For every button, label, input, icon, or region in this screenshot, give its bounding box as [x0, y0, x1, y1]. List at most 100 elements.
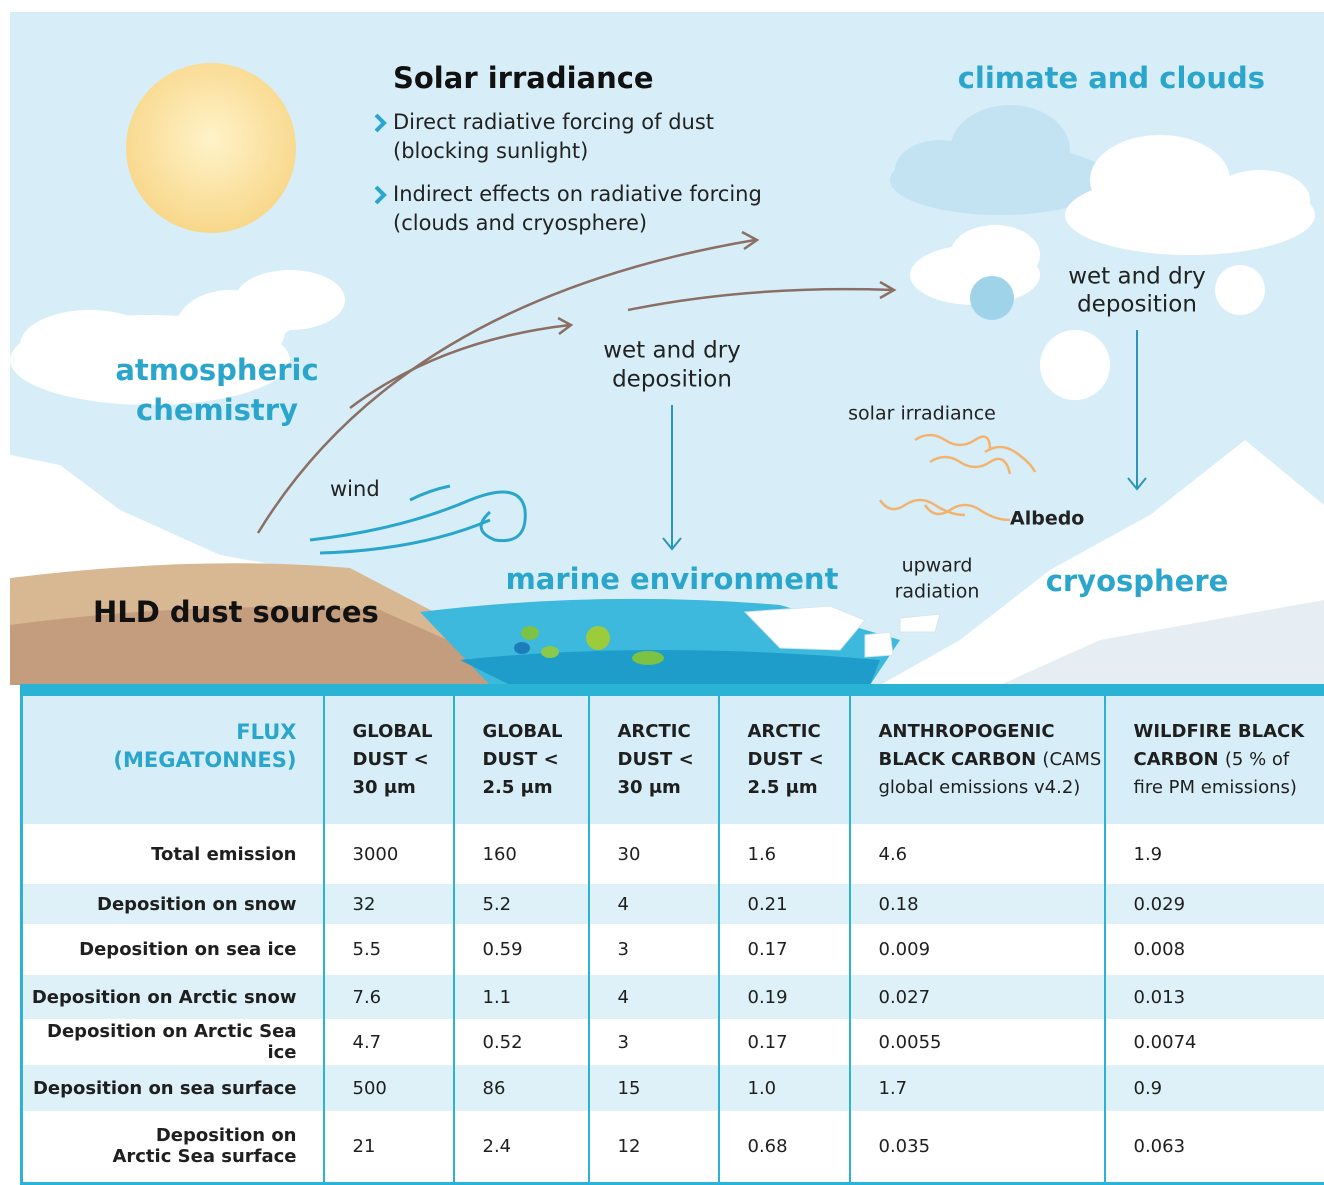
row-label-text: Deposition on sea surface	[33, 1078, 297, 1099]
row-label-text: Total emission	[151, 844, 296, 865]
value-cell: 160	[454, 824, 589, 884]
bullet-text: (clouds and cryosphere)	[393, 211, 647, 235]
value-cell: 0.035	[850, 1111, 1105, 1183]
value-cell: 0.027	[850, 975, 1105, 1019]
value-cell: 4.6	[850, 824, 1105, 884]
page: Solar irradiance Direct radiative forcin…	[0, 0, 1324, 1183]
header-cell: GLOBAL DUST < 2.5 μm	[454, 690, 589, 824]
row-label: Deposition on sea ice	[22, 924, 324, 975]
value-cell: 0.21	[719, 884, 850, 924]
solar-title: Solar irradiance	[393, 61, 654, 95]
value-cell: 1.1	[454, 975, 589, 1019]
value-cell: 3	[589, 924, 719, 975]
header-title: GLOBAL DUST < 30 μm	[353, 721, 433, 798]
flux-table: FLUX (MEGATONNES) GLOBAL DUST < 30 μm GLOBA…	[20, 684, 1324, 1185]
value-cell: 4	[589, 975, 719, 1019]
chemistry-label: atmospheric	[115, 353, 318, 387]
header-row: FLUX (MEGATONNES) GLOBAL DUST < 30 μm GLOBA…	[22, 690, 1324, 824]
upward-label: upward	[902, 555, 973, 577]
row-label-text: Deposition on Arctic Sea ice	[47, 1021, 296, 1063]
value-cell: 30	[589, 824, 719, 884]
sea-deep	[460, 650, 880, 685]
deposition-label: wet and dry	[603, 338, 741, 364]
value-cell: 3	[589, 1019, 719, 1065]
climate-label: climate and clouds	[958, 61, 1265, 95]
bullet-text: (blocking sunlight)	[393, 139, 588, 163]
row-label: Deposition on sea surface	[22, 1065, 324, 1111]
dust-label: HLD dust sources	[93, 595, 379, 629]
marine-label: marine environment	[506, 562, 839, 596]
value-cell: 5.2	[454, 884, 589, 924]
illustration: Solar irradiance Direct radiative forcin…	[0, 0, 1324, 685]
corner-cell: FLUX (MEGATONNES)	[22, 690, 324, 824]
chemistry-label: chemistry	[136, 393, 298, 427]
value-cell: 0.0055	[850, 1019, 1105, 1065]
cryosphere-label: cryosphere	[1046, 564, 1229, 598]
value-cell: 0.18	[850, 884, 1105, 924]
value-cell: 0.013	[1105, 975, 1324, 1019]
value-cell: 3000	[324, 824, 454, 884]
row-label-text: Deposition on	[156, 1125, 297, 1146]
value-cell: 2.4	[454, 1111, 589, 1183]
row-label: Deposition on snow	[22, 884, 324, 924]
value-cell: 7.6	[324, 975, 454, 1019]
value-cell: 0.17	[719, 924, 850, 975]
row-label: Total emission	[22, 824, 324, 884]
row-label: Deposition on Arctic snow	[22, 975, 324, 1019]
value-cell: 15	[589, 1065, 719, 1111]
value-cell: 4.7	[324, 1019, 454, 1065]
header-title: GLOBAL DUST < 2.5 μm	[483, 721, 563, 798]
bullet-text: Direct radiative forcing of dust	[393, 110, 714, 134]
header-title: ARCTIC DUST < 2.5 μm	[748, 721, 824, 798]
corner-text: FLUX	[236, 720, 296, 744]
value-cell: 86	[454, 1065, 589, 1111]
value-cell: 0.68	[719, 1111, 850, 1183]
row-label-text: Arctic Sea surface	[112, 1146, 296, 1167]
value-cell: 0.9	[1105, 1065, 1324, 1111]
header-cell: GLOBAL DUST < 30 μm	[324, 690, 454, 824]
header-cell: ARCTIC DUST < 2.5 μm	[719, 690, 850, 824]
deposition-label: deposition	[612, 367, 732, 393]
value-cell: 12	[589, 1111, 719, 1183]
corner-text: (MEGATONNES)	[113, 748, 296, 772]
value-cell: 0.17	[719, 1019, 850, 1065]
header-title: ANTHROPOGENIC BLACK CARBON	[879, 721, 1055, 770]
row-label-text: Deposition on Arctic snow	[32, 987, 297, 1008]
value-cell: 0.009	[850, 924, 1105, 975]
albedo-label: Albedo	[1010, 508, 1084, 530]
upward-label: radiation	[895, 581, 980, 603]
value-cell: 0.19	[719, 975, 850, 1019]
value-cell: 0.52	[454, 1019, 589, 1065]
value-cell: 0.008	[1105, 924, 1324, 975]
header-title: ARCTIC DUST < 30 μm	[618, 721, 694, 798]
deposition-label: wet and dry	[1068, 264, 1206, 290]
value-cell: 1.9	[1105, 824, 1324, 884]
value-cell: 0.029	[1105, 884, 1324, 924]
value-cell: 4	[589, 884, 719, 924]
row-label: Deposition on Arctic Sea ice	[22, 1019, 324, 1065]
value-cell: 5.5	[324, 924, 454, 975]
wind-label: wind	[330, 477, 380, 501]
row-label-text: Deposition on snow	[97, 894, 296, 915]
value-cell: 21	[324, 1111, 454, 1183]
sun	[126, 63, 296, 233]
bullet-text: Indirect effects on radiative forcing	[393, 182, 762, 206]
value-cell: 0.063	[1105, 1111, 1324, 1183]
value-cell: 1.0	[719, 1065, 850, 1111]
value-cell: 1.7	[850, 1065, 1105, 1111]
row-label-text: Deposition on sea ice	[79, 939, 296, 960]
irradiance-label: solar irradiance	[848, 403, 996, 425]
value-cell: 32	[324, 884, 454, 924]
header-cell: WILDFIRE BLACK CARBON (5 % of fire PM em…	[1105, 690, 1324, 824]
value-cell: 1.6	[719, 824, 850, 884]
value-cell: 0.0074	[1105, 1019, 1324, 1065]
header-cell: ARCTIC DUST < 30 μm	[589, 690, 719, 824]
